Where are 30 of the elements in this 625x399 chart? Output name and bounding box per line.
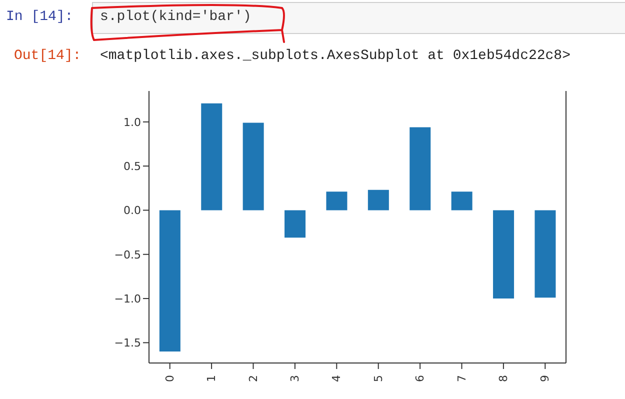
text: <matplotlib.axes._subplots.AxesSubplot at 0x1eb54dc22c8> (100, 48, 570, 64)
bar (201, 103, 222, 210)
x-tick-label: 4 (330, 375, 344, 382)
bar (534, 210, 556, 298)
bar (410, 127, 431, 210)
bar (159, 210, 180, 352)
x-tick-label: 5 (372, 375, 385, 382)
y-tick-label: 0.0 (124, 204, 141, 218)
y-tick-label: −1.5 (114, 336, 141, 350)
x-tick-label: 9 (538, 375, 552, 382)
bar (368, 190, 389, 210)
x-tick-label: 8 (496, 375, 510, 382)
y-tick-label: −0.5 (114, 248, 141, 262)
x-tick-label: 2 (246, 375, 260, 382)
y-tick-label: 1.0 (124, 116, 141, 129)
x-tick-label: 7 (455, 375, 468, 382)
x-tick-label: 6 (414, 375, 427, 382)
text: In [14]: (6, 9, 74, 25)
x-tick-label: 1 (205, 375, 218, 382)
bar (451, 192, 472, 210)
bar (284, 210, 306, 238)
x-tick-label: 3 (288, 375, 302, 382)
x-tick-label: 0 (163, 375, 176, 382)
text: Out[14]: (14, 48, 82, 64)
y-tick-label: −1.0 (114, 292, 141, 306)
bar (326, 192, 348, 210)
text: s.plot(kind='bar') (100, 9, 252, 25)
bar (493, 210, 514, 299)
y-tick-label: 0.5 (124, 160, 141, 173)
bar (242, 122, 264, 210)
